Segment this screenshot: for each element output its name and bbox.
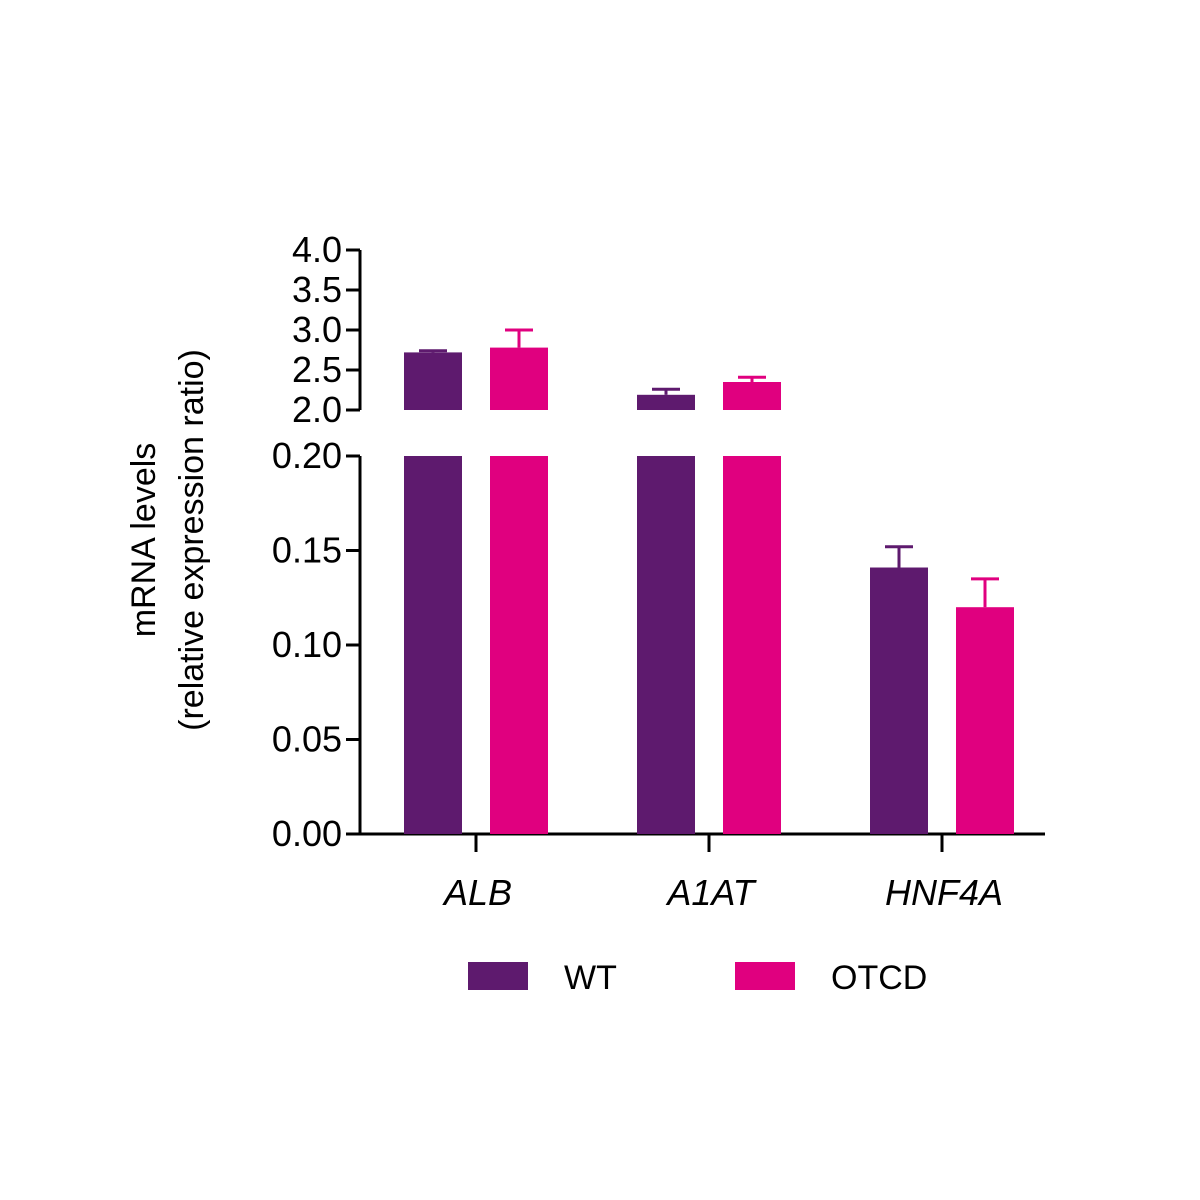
error-bars [419, 328, 999, 608]
bar-otcd-a1at-lower [723, 456, 781, 834]
legend-label-wt: WT [564, 959, 617, 997]
bar-otcd-alb-upper [490, 347, 548, 410]
y-lower-tick-label: 0.05 [272, 719, 342, 760]
y-upper-tick-label: 2.0 [292, 389, 342, 430]
bar-wt-alb-upper [404, 352, 462, 410]
y-axis-title: mRNA levels (relative expression ratio) [125, 349, 211, 731]
y-lower-tick-label: 0.20 [272, 435, 342, 476]
legend-swatch-otcd [735, 962, 795, 990]
x-tick-label-alb: ALB [442, 872, 512, 913]
y-axis-title-line-2: (relative expression ratio) [173, 349, 211, 731]
bar-otcd-alb-lower [490, 456, 548, 834]
y-upper-tick-label: 3.5 [292, 269, 342, 310]
x-tick-label-a1at: A1AT [665, 872, 757, 913]
y-axis-ticks: 2.02.53.03.54.0 0.00 0.05 0.10 0.15 0.20 [272, 229, 360, 854]
y-upper-tick-label: 4.0 [292, 229, 342, 270]
y-axis-title-line-1: mRNA levels [125, 443, 163, 638]
y-upper-tick-label: 3.0 [292, 309, 342, 350]
bar-wt-a1at-upper [637, 394, 695, 410]
bar-otcd-hnf4a [956, 607, 1014, 834]
legend-label-otcd: OTCD [831, 959, 927, 997]
bar-wt-hnf4a [870, 567, 928, 834]
x-tick-label-hnf4a: HNF4A [885, 872, 1003, 913]
legend-swatch-wt [468, 962, 528, 990]
x-axis-ticks: ALB A1AT HNF4A [442, 834, 1003, 913]
bar-wt-alb-lower [404, 456, 462, 834]
y-lower-tick-label: 0.00 [272, 813, 342, 854]
bar-wt-a1at-lower [637, 456, 695, 834]
bar-otcd-a1at-upper [723, 382, 781, 410]
legend: WT OTCD [468, 959, 927, 997]
y-lower-tick-label: 0.15 [272, 530, 342, 571]
y-upper-tick-label: 2.5 [292, 349, 342, 390]
bars [404, 347, 1014, 834]
y-lower-tick-label: 0.10 [272, 624, 342, 665]
